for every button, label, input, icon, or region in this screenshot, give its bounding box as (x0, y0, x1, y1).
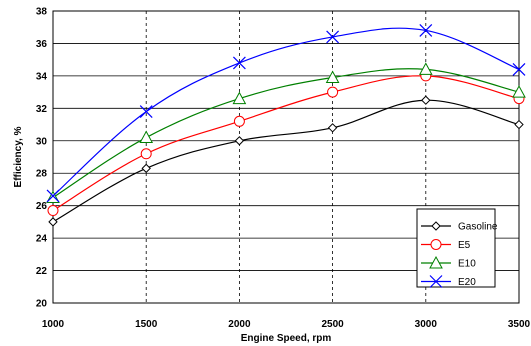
x-tick-label: 2500 (321, 319, 344, 330)
y-tick-label: 24 (36, 234, 48, 245)
series-line (52, 68, 520, 199)
y-tick-label: 26 (36, 201, 48, 212)
series-line (52, 75, 520, 212)
y-tick-label: 38 (36, 7, 48, 18)
x-tick-label: 3000 (415, 319, 438, 330)
data-point (232, 91, 247, 105)
y-tick-label: 28 (36, 169, 48, 180)
data-point (233, 115, 245, 127)
y-tick-labels: 20 22 24 26 28 30 32 34 36 38 (36, 7, 48, 310)
legend-label: E10 (458, 259, 476, 270)
data-point (418, 62, 433, 75)
x-tick-label: 2000 (228, 319, 251, 330)
series-e20 (46, 24, 526, 203)
data-point (327, 123, 338, 133)
series-e10 (46, 62, 526, 204)
data-point (325, 70, 340, 84)
series-line (52, 27, 520, 197)
data-point (234, 136, 245, 146)
series-gasoline (48, 95, 524, 227)
data-point (232, 56, 246, 70)
x-tick-label: 3500 (508, 319, 531, 330)
legend-label: E20 (458, 277, 476, 288)
y-tick-label: 36 (36, 39, 48, 50)
legend-box (416, 208, 496, 288)
data-point (514, 119, 524, 130)
legend-item: E5 (421, 239, 471, 251)
data-point (430, 239, 442, 250)
series-group (46, 24, 526, 227)
legend-item: E20 (421, 275, 476, 288)
data-point (512, 62, 526, 76)
y-tick-label: 34 (36, 71, 48, 82)
legend-label: E5 (458, 240, 471, 251)
x-tick-labels: 1000 1500 2000 2500 3000 3500 (42, 319, 531, 330)
series-line (52, 99, 520, 223)
data-point (419, 24, 433, 37)
data-point (421, 95, 431, 105)
data-point (429, 255, 443, 269)
data-point (327, 86, 339, 98)
y-axis-label: Efficiency, % (13, 126, 24, 187)
data-point (47, 205, 59, 217)
data-point (141, 163, 151, 174)
x-tick-label: 1000 (42, 319, 65, 330)
legend-label: Gasoline (458, 222, 498, 233)
data-point (48, 217, 58, 227)
y-tick-label: 30 (36, 136, 48, 147)
legend-item: E10 (421, 255, 476, 270)
data-point (139, 130, 154, 144)
data-point (139, 105, 153, 119)
y-tick-label: 22 (36, 266, 48, 277)
x-tick-label: 1500 (135, 319, 158, 330)
data-point (512, 85, 526, 98)
legend: Gasoline E5 E10 E20 (416, 208, 498, 288)
y-tick-label: 20 (36, 299, 48, 310)
y-tick-label: 32 (36, 104, 48, 115)
data-point (140, 148, 152, 160)
data-point (429, 275, 443, 288)
x-axis-label: Engine Speed, rpm (241, 333, 332, 344)
data-point (46, 189, 60, 203)
data-point (431, 221, 441, 231)
data-point (326, 30, 340, 44)
legend-item: Gasoline (421, 221, 498, 233)
data-point (46, 190, 60, 204)
